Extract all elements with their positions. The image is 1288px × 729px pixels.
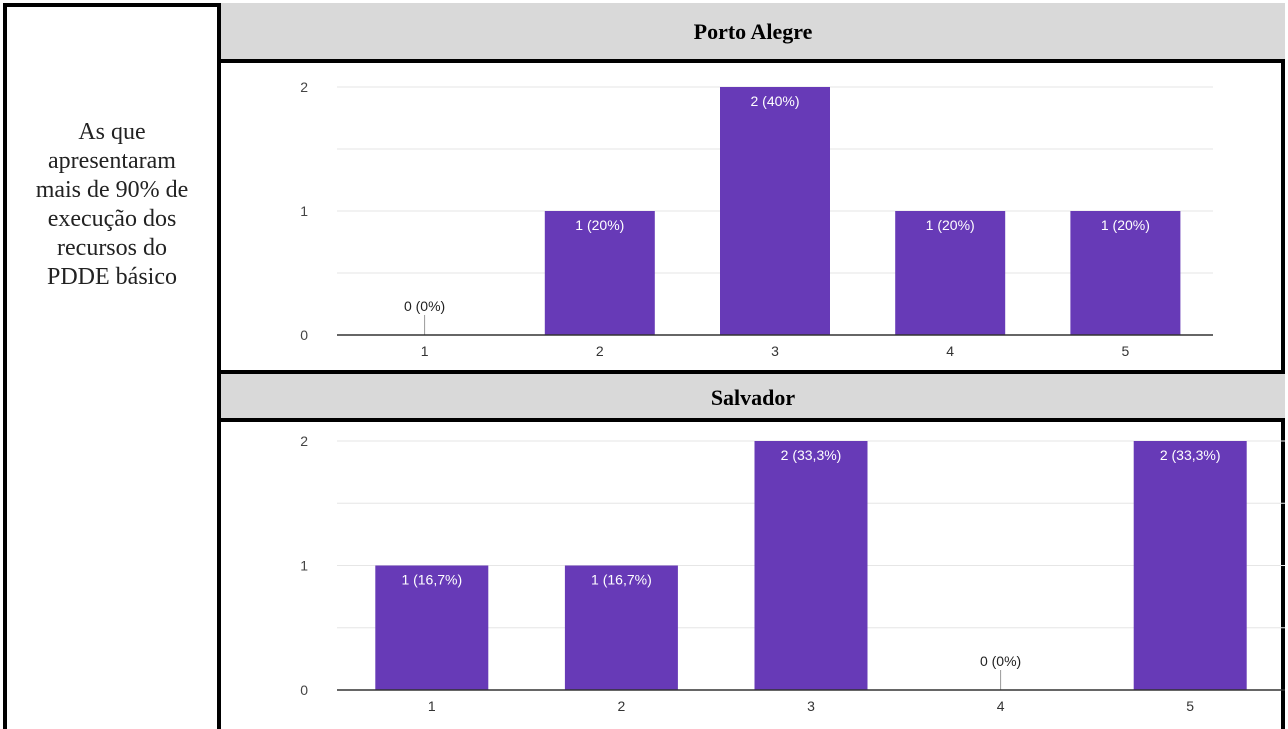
row-label-line: apresentaram — [48, 148, 176, 174]
data-label: 1 (16,7%) — [591, 572, 652, 588]
x-tick-label: 1 — [421, 343, 429, 359]
x-tick-label: 5 — [1186, 698, 1194, 714]
bar — [375, 565, 489, 690]
bar — [720, 87, 830, 335]
data-label: 2 (33,3%) — [1160, 447, 1221, 463]
y-tick-label: 1 — [300, 558, 308, 574]
bar — [564, 565, 678, 690]
x-tick-label: 2 — [596, 343, 604, 359]
y-tick-label: 0 — [300, 682, 308, 698]
y-tick-label: 1 — [300, 203, 308, 219]
row-label-line: recursos do — [57, 235, 167, 261]
row-label-line: mais de 90% de — [35, 177, 189, 203]
chart-title-porto-alegre: Porto Alegre — [221, 3, 1285, 63]
y-tick-label: 0 — [300, 327, 308, 343]
data-label: 1 (20%) — [926, 217, 975, 233]
x-tick-label: 4 — [946, 343, 954, 359]
y-tick-label: 2 — [300, 79, 308, 95]
bar — [895, 211, 1006, 335]
bar-chart-porto-alegre: 0 1 2 0 (0%) 1 1 (20%) 2 2 (40%) 3 1 (20%) 4 1 (20%… — [300, 79, 1213, 359]
x-tick-label: 5 — [1122, 343, 1130, 359]
x-tick-label: 1 — [428, 698, 436, 714]
x-tick-label: 3 — [807, 698, 815, 714]
x-tick-label: 3 — [771, 343, 779, 359]
row-label-line: execução dos — [47, 206, 177, 232]
row-label: As que apresentaram mais de 90% de execu… — [7, 118, 217, 292]
bar-chart-salvador: 0 1 2 1 (16,7%) 1 1 (16,7%) 2 2 (33,3%) 3 0 (0%) 4… — [300, 433, 1285, 714]
data-label: 1 (20%) — [575, 217, 624, 233]
data-label: 2 (33,3%) — [781, 447, 842, 463]
chart-title-salvador: Salvador — [221, 370, 1285, 422]
y-tick-label: 2 — [300, 433, 308, 449]
bar — [1133, 441, 1247, 690]
row-label-line: As que — [78, 119, 146, 145]
x-tick-label: 2 — [618, 698, 626, 714]
x-tick-label: 4 — [997, 698, 1005, 714]
data-label: 2 (40%) — [750, 93, 799, 109]
bar — [1070, 211, 1181, 335]
bar — [754, 441, 868, 690]
row-label-line: PDDE básico — [47, 264, 177, 290]
data-label: 1 (16,7%) — [401, 572, 462, 588]
row-label-cell — [3, 3, 221, 729]
data-label: 1 (20%) — [1101, 217, 1150, 233]
data-label: 0 (0%) — [404, 298, 445, 314]
data-label: 0 (0%) — [980, 653, 1021, 669]
bar — [544, 211, 655, 335]
